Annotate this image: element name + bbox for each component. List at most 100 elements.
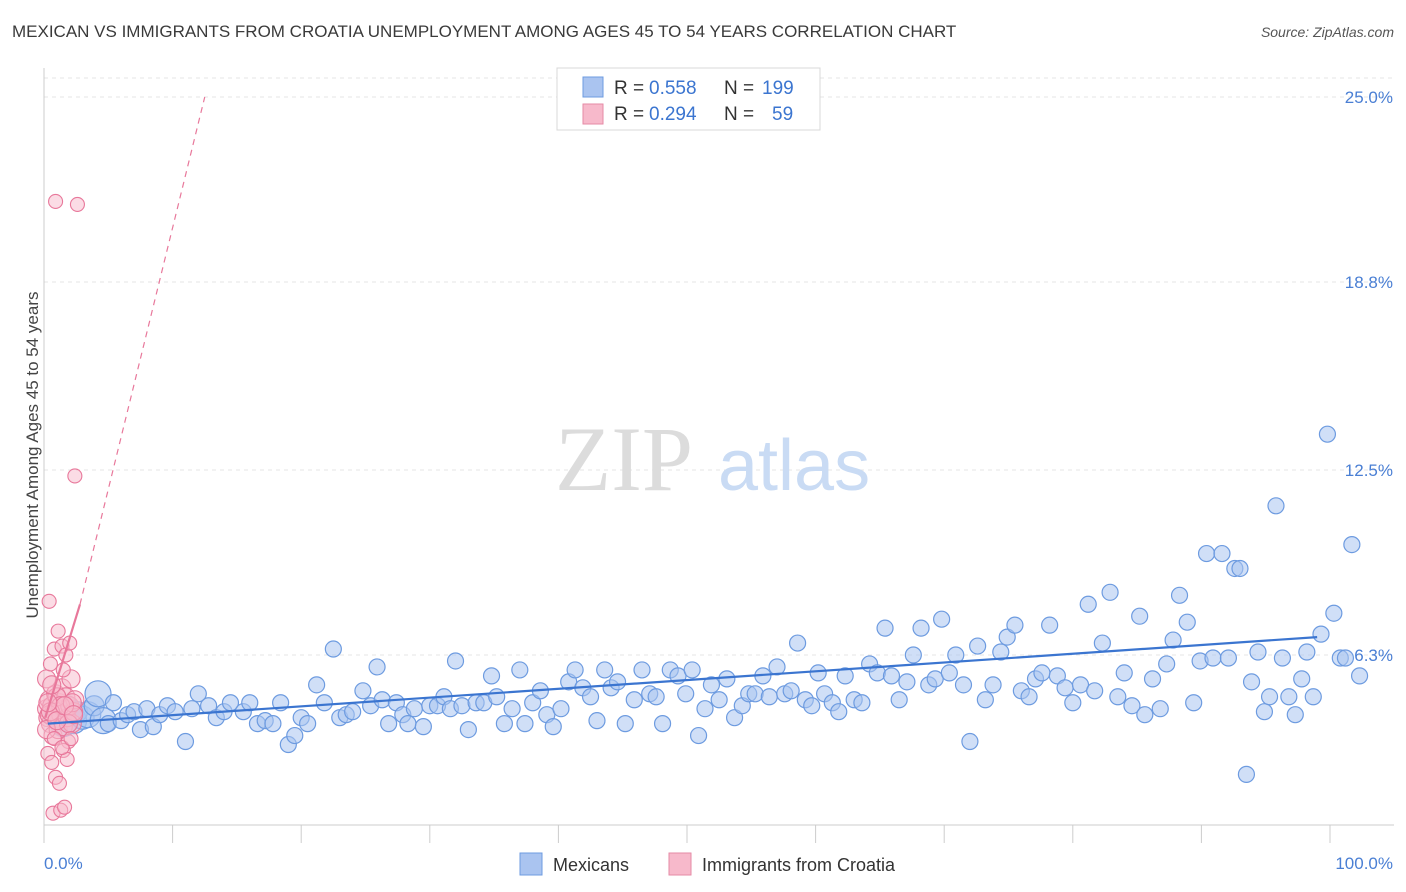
trend-line-croatia: [44, 603, 82, 718]
legend-swatch-mexicans: [582, 76, 604, 98]
legend-row-mexicans: R = 0.558 N = 199: [582, 76, 794, 99]
legend-label-mexicans: Mexicans: [553, 855, 629, 875]
point-mexicans: [898, 673, 916, 691]
point-mexicans: [1231, 559, 1249, 578]
point-mexicans: [809, 664, 827, 682]
point-croatia: [48, 193, 64, 209]
point-mexicans: [315, 694, 333, 712]
point-mexicans: [890, 691, 908, 709]
point-mexicans: [588, 712, 606, 730]
point-mexicans: [1304, 688, 1322, 706]
y-tick-label: 18.8%: [1345, 273, 1393, 292]
point-croatia: [51, 775, 67, 791]
point-mexicans: [1343, 535, 1361, 554]
point-mexicans: [1260, 688, 1279, 706]
point-mexicans: [1048, 667, 1066, 685]
point-croatia: [54, 739, 70, 756]
point-croatia: [64, 705, 84, 725]
point-mexicans: [511, 661, 529, 679]
point-croatia: [50, 623, 66, 639]
point-mexicans: [503, 700, 521, 718]
point-mexicans: [1178, 613, 1196, 631]
point-mexicans: [696, 700, 714, 718]
point-mexicans: [1056, 679, 1074, 697]
point-mexicans: [596, 661, 614, 679]
point-mexicans: [1213, 544, 1231, 563]
point-mexicans: [746, 685, 764, 703]
legend-bottom: Mexicans Immigrants from Croatia: [519, 852, 896, 876]
point-mexicans: [608, 673, 627, 691]
point-mexicans: [1249, 643, 1267, 661]
legend-n-label: N =: [724, 104, 754, 125]
point-mexicans: [1336, 649, 1355, 667]
point-mexicans: [1143, 670, 1162, 688]
trend-lines: [44, 96, 1318, 725]
legend-swatch-croatia: [668, 852, 692, 876]
point-mexicans: [176, 732, 195, 751]
point-mexicans: [1219, 649, 1238, 667]
point-mexicans: [912, 619, 930, 637]
point-croatia: [41, 593, 57, 609]
point-mexicans: [940, 664, 958, 682]
point-mexicans: [1064, 694, 1082, 712]
point-mexicans: [354, 682, 372, 700]
point-mexicans: [1280, 688, 1298, 706]
point-mexicans: [1101, 583, 1119, 601]
point-mexicans: [84, 680, 112, 708]
point-mexicans: [344, 703, 362, 721]
point-mexicans: [677, 685, 695, 703]
point-mexicans: [836, 667, 854, 685]
croatia-points: [37, 193, 85, 821]
point-mexicans: [725, 709, 744, 727]
point-mexicans: [286, 726, 304, 745]
x-tick-label: 100.0%: [1335, 854, 1393, 873]
legend-r-label: R =: [614, 78, 644, 99]
point-croatia: [69, 196, 85, 212]
legend-r-value: 0.294: [649, 104, 697, 125]
mexicans-points: [43, 425, 1369, 783]
point-mexicans: [689, 726, 708, 745]
point-mexicans: [1273, 649, 1292, 667]
point-mexicans: [992, 643, 1010, 661]
point-mexicans: [976, 691, 994, 709]
point-mexicans: [459, 720, 477, 739]
point-mexicans: [1312, 625, 1330, 643]
point-mexicans: [380, 715, 398, 733]
point-mexicans: [544, 718, 562, 736]
point-mexicans: [1041, 616, 1059, 634]
point-mexicans: [1237, 765, 1256, 783]
point-mexicans: [1006, 616, 1024, 634]
point-mexicans: [516, 715, 534, 733]
legend-top: R = 0.558 N = 199 R = 0.294 N = 59: [556, 67, 821, 131]
point-mexicans: [1293, 670, 1311, 688]
point-mexicans: [1151, 700, 1169, 718]
point-mexicans: [1131, 607, 1149, 625]
trend-line-mexicans: [47, 635, 1318, 725]
point-mexicans: [453, 697, 471, 715]
point-mexicans: [718, 670, 736, 688]
legend-row-croatia: R = 0.294 N = 59: [582, 103, 793, 125]
point-mexicans: [414, 718, 432, 736]
legend-n-label: N =: [724, 78, 754, 99]
point-mexicans: [616, 715, 634, 733]
point-mexicans: [853, 694, 871, 712]
point-mexicans: [1197, 544, 1216, 563]
y-axis-title: Unemployment Among Ages 45 to 54 years: [23, 292, 42, 619]
point-mexicans: [308, 676, 326, 694]
point-mexicans: [1158, 655, 1176, 673]
point-mexicans: [324, 640, 342, 658]
point-mexicans: [1350, 667, 1369, 685]
legend-swatch-mexicans: [519, 852, 543, 876]
watermark-zip: ZIP: [555, 408, 693, 510]
point-mexicans: [488, 688, 506, 706]
point-mexicans: [189, 685, 207, 703]
legend-r-label: R =: [614, 104, 644, 125]
point-mexicans: [969, 637, 987, 655]
point-mexicans: [633, 661, 651, 679]
point-croatia: [63, 731, 79, 747]
point-mexicans: [1123, 697, 1141, 715]
point-mexicans: [803, 697, 821, 715]
point-mexicans: [653, 715, 672, 733]
point-mexicans: [566, 661, 584, 679]
